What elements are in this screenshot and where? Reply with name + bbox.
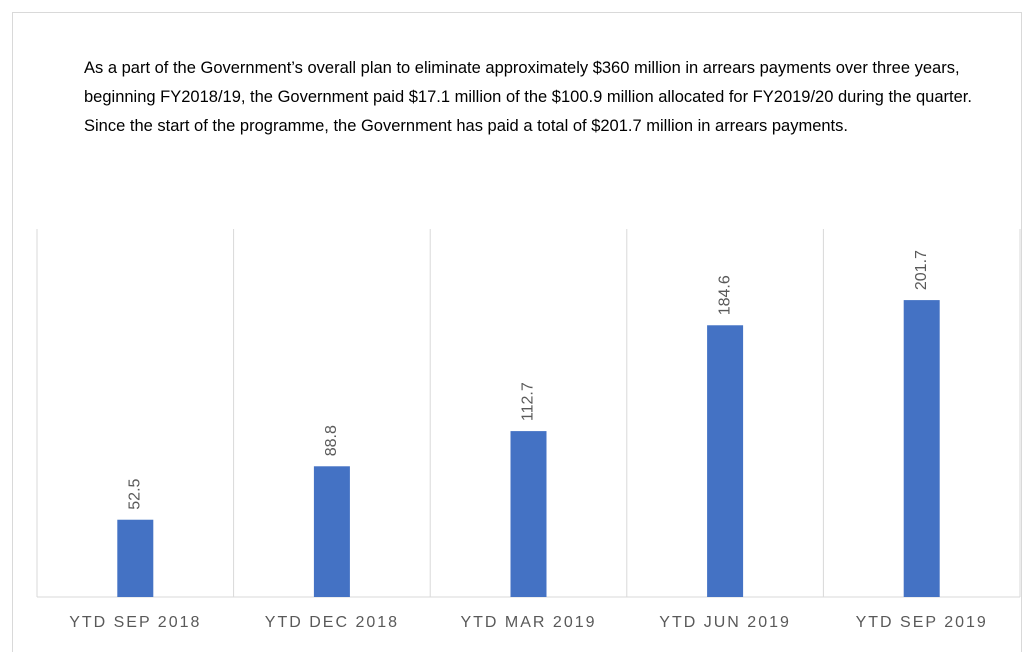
- bar: [903, 300, 940, 597]
- paragraph: As a part of the Government’s overall pl…: [84, 59, 972, 135]
- x-tick-label: YTD SEP 2018: [69, 614, 201, 631]
- bar: [117, 519, 154, 597]
- x-tick-label: YTD JUN 2019: [659, 614, 791, 631]
- x-tick-label: YTD SEP 2019: [856, 614, 988, 631]
- data-label: 88.8: [323, 425, 340, 456]
- data-label: 52.5: [127, 478, 144, 509]
- x-tick-label: YTD DEC 2018: [265, 614, 399, 631]
- x-tick-label: YTD MAR 2019: [460, 614, 596, 631]
- bar: [707, 325, 744, 597]
- frame: [12, 12, 1022, 652]
- bar: [510, 431, 547, 597]
- data-label: 184.6: [716, 275, 733, 315]
- data-label: 201.7: [913, 250, 930, 290]
- data-label: 112.7: [520, 382, 537, 421]
- bar: [313, 466, 350, 597]
